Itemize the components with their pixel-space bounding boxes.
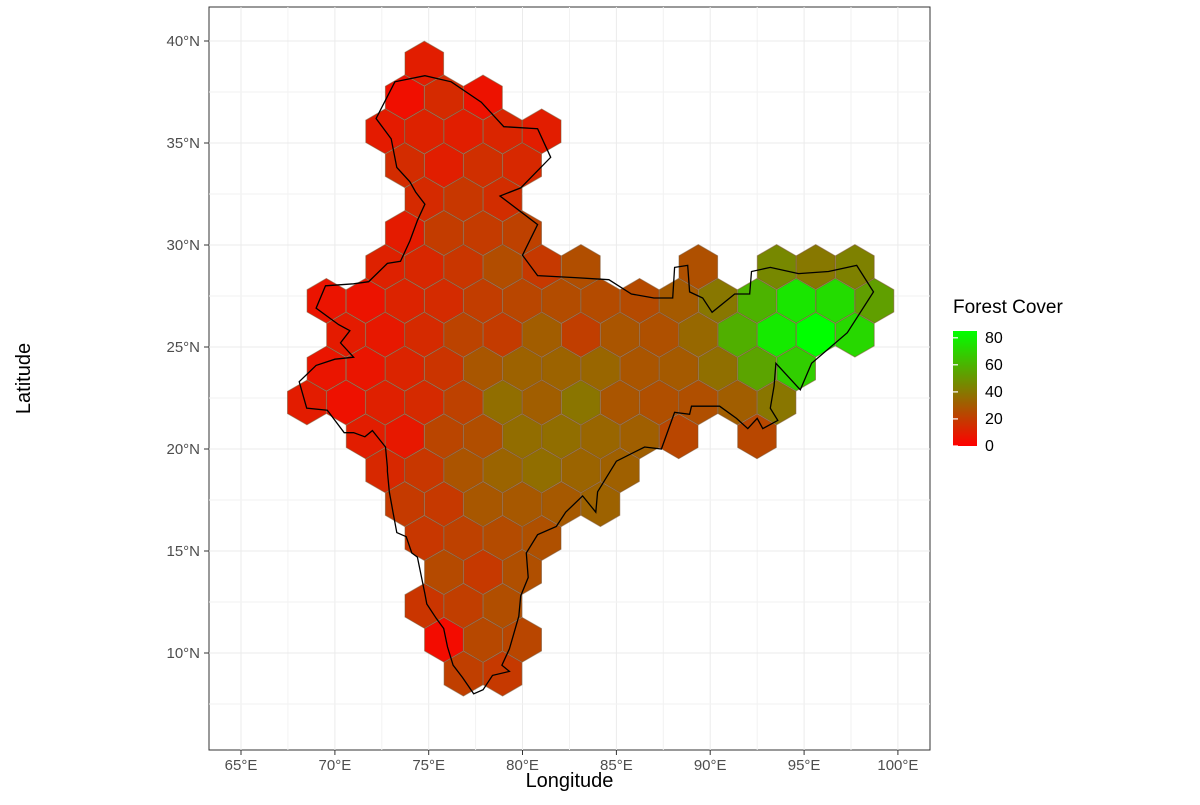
svg-text:60: 60 — [985, 357, 1003, 374]
svg-text:20: 20 — [985, 411, 1003, 428]
svg-text:100°E: 100°E — [877, 757, 918, 774]
svg-text:15°N: 15°N — [166, 543, 200, 560]
svg-text:Forest Cover: Forest Cover — [953, 297, 1063, 318]
svg-text:30°N: 30°N — [166, 237, 200, 254]
svg-text:Latitude: Latitude — [13, 343, 35, 414]
svg-text:80: 80 — [985, 330, 1003, 347]
svg-text:20°N: 20°N — [166, 441, 200, 458]
svg-text:95°E: 95°E — [788, 757, 821, 774]
svg-text:25°N: 25°N — [166, 339, 200, 356]
svg-text:40: 40 — [985, 384, 1003, 401]
svg-text:90°E: 90°E — [694, 757, 727, 774]
svg-text:65°E: 65°E — [225, 757, 258, 774]
svg-text:Longitude: Longitude — [526, 770, 614, 792]
svg-text:35°N: 35°N — [166, 135, 200, 152]
svg-text:10°N: 10°N — [166, 645, 200, 662]
svg-text:75°E: 75°E — [412, 757, 445, 774]
svg-text:40°N: 40°N — [166, 33, 200, 50]
svg-text:70°E: 70°E — [319, 757, 352, 774]
svg-text:0: 0 — [985, 438, 994, 455]
